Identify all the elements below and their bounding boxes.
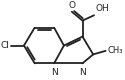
Text: N: N (79, 68, 86, 77)
Text: Cl: Cl (1, 41, 10, 50)
Text: CH₃: CH₃ (107, 46, 123, 55)
Text: OH: OH (96, 4, 110, 14)
Text: O: O (68, 1, 75, 10)
Text: N: N (51, 68, 58, 77)
